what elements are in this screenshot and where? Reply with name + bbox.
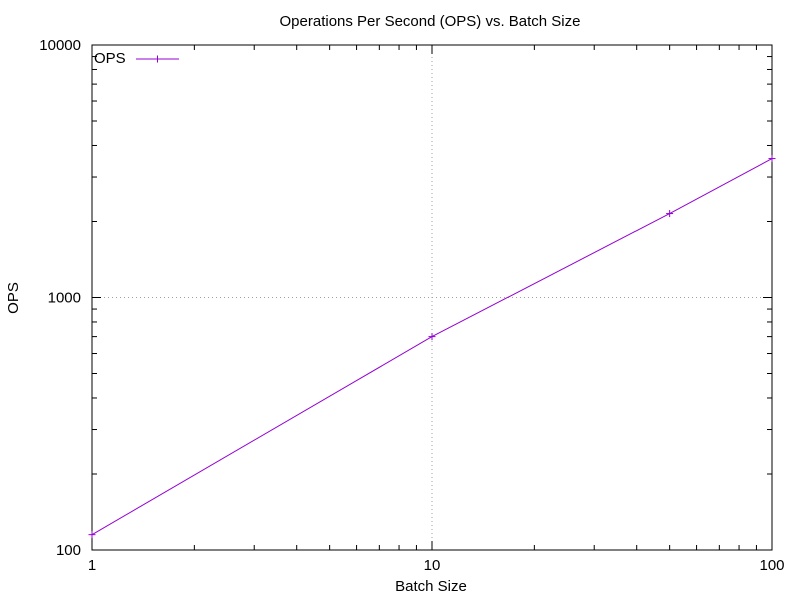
tick-labels: 1 10 100 100 1000 10000: [39, 37, 784, 574]
y-tick-label: 1000: [48, 290, 81, 307]
y-axis-title: OPS: [5, 282, 22, 314]
data-point: [666, 210, 674, 218]
data-point: [88, 531, 96, 539]
x-axis-title: Batch Size: [395, 578, 467, 595]
ticks: [91, 44, 773, 551]
legend-marker: [154, 55, 161, 63]
chart-title: Operations Per Second (OPS) vs. Batch Si…: [280, 13, 581, 30]
legend-label: OPS: [94, 50, 126, 67]
y-tick-label: 10000: [39, 37, 81, 54]
x-tick-label: 10: [424, 557, 441, 574]
x-tick-label: 100: [759, 557, 784, 574]
series-group: [88, 155, 776, 539]
data-point: [428, 333, 436, 341]
data-point: [768, 155, 776, 163]
grid: [92, 45, 772, 550]
x-tick-label: 1: [88, 557, 96, 574]
legend: OPS: [94, 50, 179, 67]
y-tick-label: 100: [56, 542, 81, 559]
series-line: [91, 158, 773, 536]
